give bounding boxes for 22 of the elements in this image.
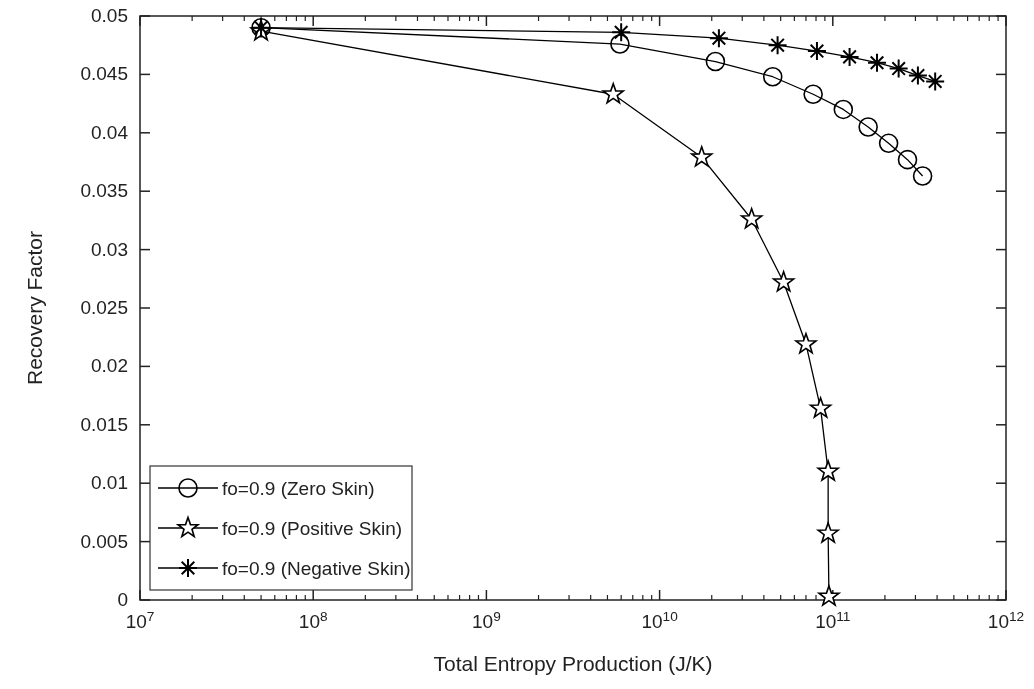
y-tick-label: 0.02 xyxy=(91,355,128,377)
y-tick-label: 0.015 xyxy=(80,413,128,435)
legend-label: fo=0.9 (Positive Skin) xyxy=(222,518,403,539)
y-tick-label: 0.04 xyxy=(91,121,129,143)
x-tick-label: 10$^{9}$ xyxy=(472,608,501,632)
legend-label: fo=0.9 (Negative Skin) xyxy=(222,558,411,579)
y-tick-label: 0.035 xyxy=(80,180,128,202)
y-tick-label: 0 xyxy=(117,589,128,610)
y-axis-title: Recovery Factor xyxy=(23,230,46,386)
x-axis-title: Total Entropy Production (J/K) xyxy=(433,652,713,675)
y-tick-label: 0.01 xyxy=(91,472,128,494)
y-tick-label: 0.025 xyxy=(80,297,128,318)
x-tick-label: 10$^{10}$ xyxy=(641,608,679,632)
x-tick-label: 10$^{8}$ xyxy=(298,608,328,632)
x-tick-label: 10$^{7}$ xyxy=(125,608,155,632)
x-tick-label: 10$^{11}$ xyxy=(815,608,851,632)
y-tick-label: 0.005 xyxy=(80,530,128,552)
legend-label: fo=0.9 (Zero Skin) xyxy=(222,478,375,499)
y-tick-label: 0.045 xyxy=(80,63,128,85)
y-tick-label: 0.05 xyxy=(91,5,128,26)
y-tick-label: 0.03 xyxy=(91,238,128,260)
x-tick-label: 10$^{12}$ xyxy=(987,608,1025,632)
